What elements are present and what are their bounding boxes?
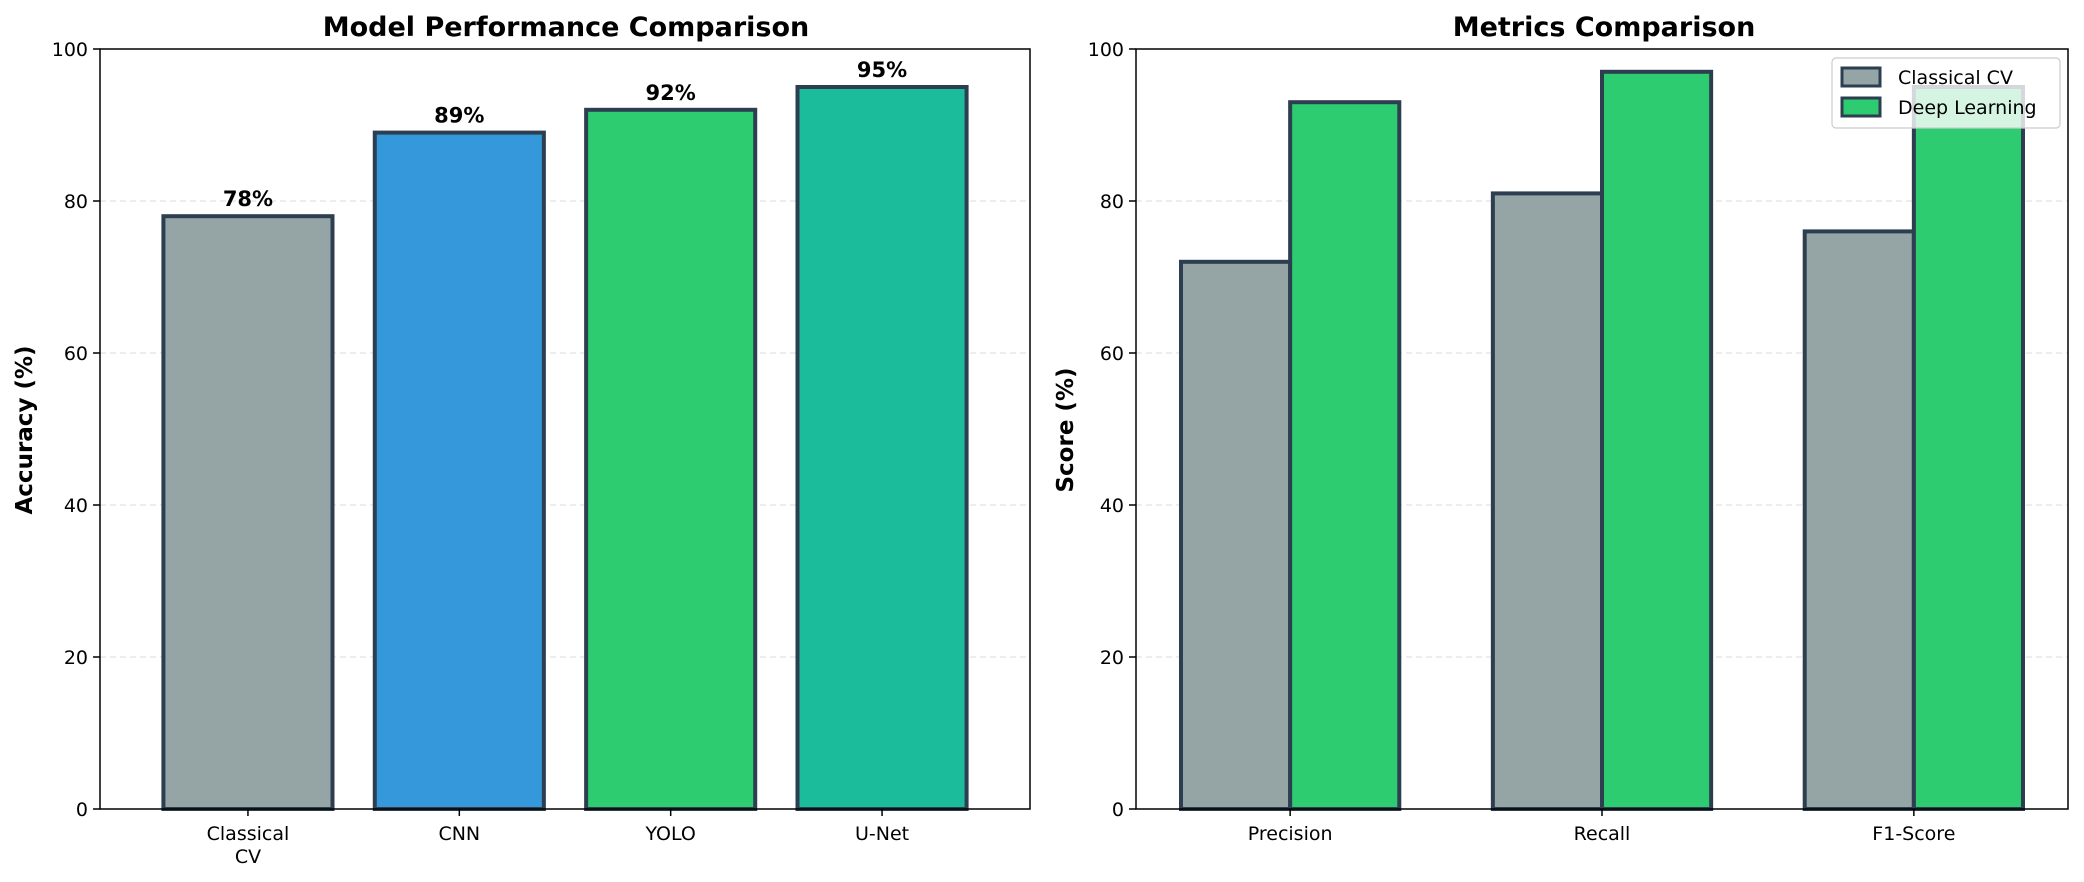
chart2-y-tick-label: 0 <box>1112 799 1124 821</box>
chart2-title: Metrics Comparison <box>1453 12 1756 43</box>
chart1-data-label: 78% <box>223 187 273 211</box>
chart1-bar <box>372 130 546 812</box>
chart2-bar <box>1179 259 1293 811</box>
chart1-bar <box>161 214 335 811</box>
chart2-legend-label: Deep Learning <box>1898 97 2037 119</box>
chart1-y-axis-label: Accuracy (%) <box>12 345 38 514</box>
chart1-y-tick-label: 40 <box>64 495 88 517</box>
chart2-y-tick-label: 20 <box>1100 647 1124 669</box>
chart2-legend: Classical CV Deep Learning <box>1831 57 2061 129</box>
chart2-bar <box>1802 229 1916 811</box>
chart1-x-tick-label: YOLO <box>644 823 695 845</box>
chart2-x-tick-label: Recall <box>1574 823 1631 845</box>
chart2-bar <box>1911 85 2025 811</box>
chart2-y-axis-label: Score (%) <box>1053 367 1079 492</box>
chart2-y-tick-label: 100 <box>1088 39 1124 61</box>
chart1-y-ticks: 0 20 40 60 80 100 <box>52 39 100 821</box>
chart2-bar <box>1288 100 1402 811</box>
chart1-x-tick-label: Classical <box>207 823 290 845</box>
chart1-data-labels: 78% 89% 92% 95% <box>223 58 907 211</box>
chart2-bar <box>1600 69 1714 812</box>
chart1-title: Model Performance Comparison <box>323 12 810 43</box>
chart1-data-label: 92% <box>646 81 696 105</box>
chart1-y-tick-label: 60 <box>64 343 88 365</box>
chart1-bar <box>795 85 969 811</box>
chart1-y-tick-label: 80 <box>64 191 88 213</box>
chart1-bars <box>161 85 969 812</box>
chart1-x-tick-label: CV <box>235 846 261 868</box>
chart2-bar <box>1490 191 1604 811</box>
chart2-x-tick-label: Precision <box>1248 823 1333 845</box>
chart1-x-tick-label: U-Net <box>855 823 909 845</box>
chart2-y-tick-label: 60 <box>1100 343 1124 365</box>
chart2-y-tick-label: 40 <box>1100 495 1124 517</box>
chart1-y-tick-label: 20 <box>64 647 88 669</box>
chart2-x-ticks: Precision Recall F1-Score <box>1248 809 1955 845</box>
chart2-y-tick-label: 80 <box>1100 191 1124 213</box>
chart2-bars <box>1179 69 2025 812</box>
chart1-data-label: 95% <box>857 58 907 82</box>
chart2-legend-box <box>1831 57 2061 129</box>
chart2-y-ticks: 0 20 40 60 80 100 <box>1088 39 1136 821</box>
accuracy-chart: Model Performance Comparison Accuracy (%… <box>12 12 1031 868</box>
chart1-y-tick-label: 100 <box>52 39 88 61</box>
chart1-axes-frame <box>99 48 1031 810</box>
chart2-axes-frame <box>1135 48 2069 810</box>
chart2-legend-label: Classical CV <box>1898 67 2013 89</box>
chart1-data-label: 89% <box>434 104 484 128</box>
chart2-x-tick-label: F1-Score <box>1872 823 1955 845</box>
chart1-bar <box>584 107 758 812</box>
chart1-x-tick-label: CNN <box>438 823 480 845</box>
chart2-legend-swatch <box>1840 66 1882 88</box>
chart1-y-tick-label: 0 <box>76 799 88 821</box>
chart2-legend-swatch <box>1840 96 1882 118</box>
metrics-chart: Metrics Comparison Score (%) 0 20 40 60 80 10… <box>1053 12 2069 845</box>
